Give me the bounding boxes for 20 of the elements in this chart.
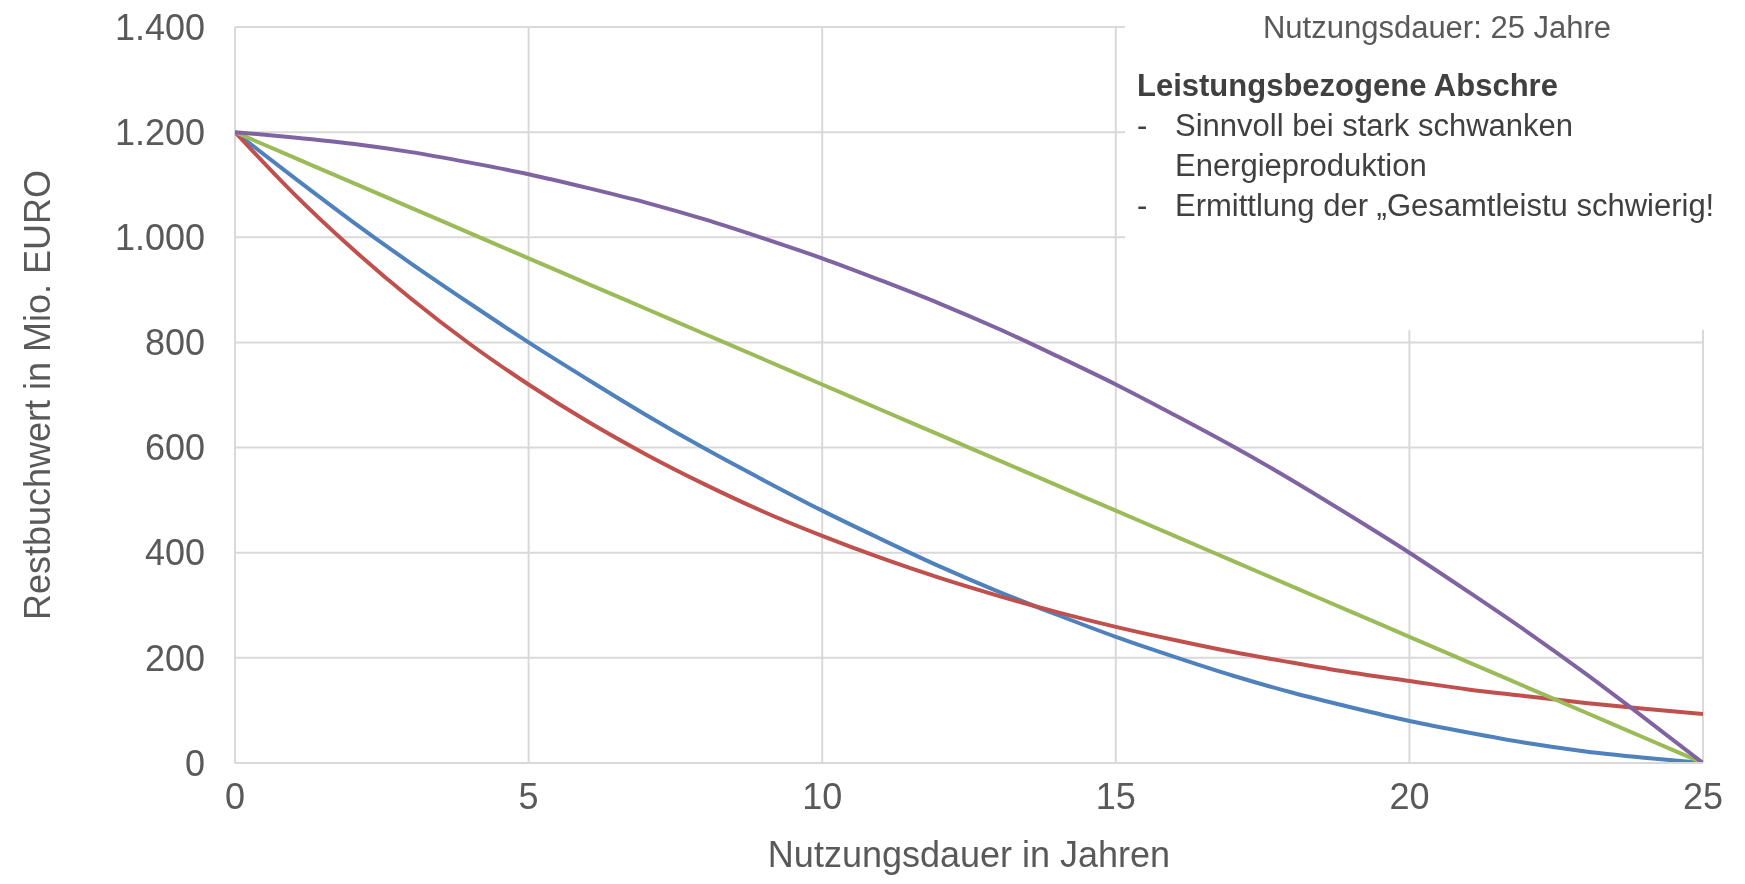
y-tick-label: 0 [184,742,205,784]
y-tick-label: 400 [144,532,205,574]
y-tick-label: 200 [144,637,205,679]
y-tick-label: 600 [144,427,205,469]
x-tick-label: 20 [1389,775,1430,817]
y-tick-label: 1.000 [114,217,205,259]
x-tick-label: 5 [518,775,539,817]
annotation: Leistungsbezogene Abschre [1137,67,1559,105]
annotation: - Ermittlung der „Gesamtleistu schwierig! [1137,187,1715,225]
x-tick-label: 10 [802,775,843,817]
y-tick-label: 800 [144,322,205,364]
y-tick-label: 1.200 [114,111,205,153]
x-tick-label: 15 [1095,775,1136,817]
x-tick-label: 0 [224,775,246,817]
y-axis-title: Restbuchwert in Mio. EURO [17,168,59,623]
annotation: - Sinnvoll bei stark schwanken Energieproduktion [1137,107,1575,185]
x-tick-label: 25 [1682,775,1724,817]
annotation: Nutzungsdauer: 25 Jahre [1261,9,1613,47]
x-axis-title: Nutzungsdauer in Jahren [766,834,1172,876]
y-tick-label: 1.400 [114,6,205,48]
